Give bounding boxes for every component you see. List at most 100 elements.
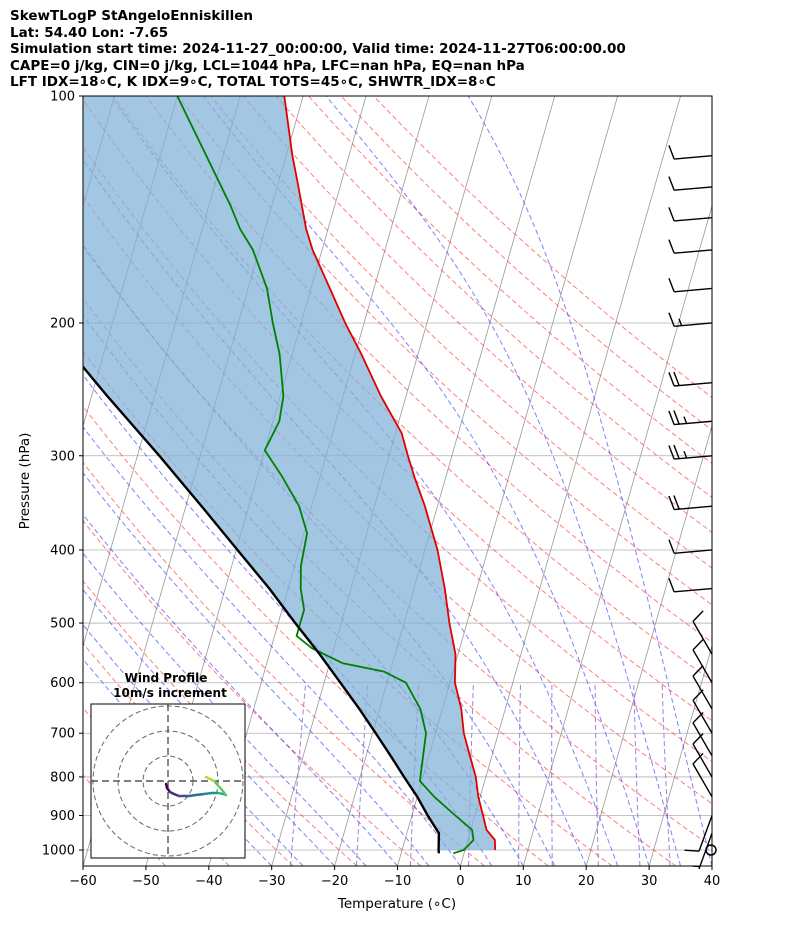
y-tick-label: 300 [50, 449, 75, 464]
barb-flag [673, 410, 680, 425]
dry-adiabat-line [83, 520, 422, 866]
dry-adiabat-line [83, 580, 358, 866]
barb-flag [673, 495, 680, 510]
wind-barb [684, 815, 713, 852]
wind-barb [668, 207, 713, 222]
hodograph-subtitle: 10m/s increment [113, 686, 227, 700]
x-tick-label: 10 [515, 874, 532, 889]
mixing-ratio-line [551, 682, 553, 866]
wind-barb [668, 495, 713, 511]
title-station: SkewTLogP StAngeloEnniskillen [10, 8, 253, 24]
barb-staff [692, 722, 713, 757]
barb-flag [684, 849, 700, 852]
x-tick-label: −30 [258, 874, 285, 889]
wind-barb [692, 610, 713, 655]
moist-adiabat-line [325, 96, 681, 866]
barb-staff [692, 649, 713, 684]
mixing-ratio-line [355, 682, 369, 866]
hodograph-inset: Wind Profile 10m/s increment [90, 671, 246, 859]
wind-barb [668, 444, 713, 460]
wind-barb [668, 239, 713, 254]
wind-barb [668, 539, 713, 554]
barb-staff [692, 675, 713, 710]
barb-staff [692, 620, 713, 655]
barb-staff [674, 186, 713, 191]
wind-barb [668, 312, 713, 327]
x-tick-label: −60 [69, 874, 96, 889]
barb-flag [668, 410, 675, 425]
barb-staff [692, 699, 713, 734]
moist-adiabat-line [83, 623, 304, 866]
isotherm-line [648, 644, 712, 866]
y-axis-label: Pressure (hPa) [17, 433, 33, 530]
wind-barbs [668, 145, 717, 870]
y-tick-label: 1000 [42, 844, 75, 859]
dry-adiabat-line [242, 96, 712, 533]
y-tick-label: 200 [50, 316, 75, 331]
barb-staff [698, 832, 713, 870]
moist-adiabat-line [83, 472, 430, 866]
barb-staff [674, 549, 713, 554]
moist-adiabat-line [467, 96, 712, 866]
barb-flag [668, 239, 675, 254]
wind-barb [668, 410, 713, 426]
y-tick-label: 700 [50, 727, 75, 742]
temperature-line [283, 96, 497, 851]
barb-half-flag [683, 450, 688, 459]
wind-barb [668, 277, 713, 293]
barb-staff [674, 322, 713, 327]
barb-staff [698, 815, 713, 852]
y-tick-label: 100 [50, 90, 75, 105]
barb-flag [673, 371, 680, 386]
x-tick-label: 20 [578, 874, 595, 889]
x-tick-label: 0 [456, 874, 464, 889]
mixing-ratio-line [594, 682, 599, 866]
moist-adiabat-line [83, 552, 367, 866]
mixing-ratio-line [661, 682, 671, 866]
chart-title-block: SkewTLogP StAngeloEnniskillen Lat: 54.40… [10, 8, 626, 91]
mixing-ratio-line [290, 682, 307, 866]
barb-staff [674, 587, 713, 593]
dry-adiabat-line [340, 96, 712, 431]
hodograph-trace-segment [212, 779, 224, 792]
isotherm-line [522, 204, 712, 866]
wind-barb [668, 371, 713, 387]
cape-cin-area [83, 96, 496, 850]
barb-flag [692, 610, 704, 622]
barb-flag [668, 207, 675, 222]
title-location: Lat: 54.40 Lon: -7.65 [10, 24, 169, 41]
barb-flag [668, 445, 675, 460]
y-tick-label: 600 [50, 676, 75, 691]
barb-staff [674, 455, 713, 460]
barb-flag [668, 495, 675, 510]
title-indices-2: LFT IDX=18∘C, K IDX=9∘C, TOTAL TOTS=45∘C… [10, 74, 496, 91]
dry-adiabat-line [83, 642, 294, 866]
barb-flag [692, 638, 704, 651]
hodograph-plot [91, 704, 245, 858]
moist-adiabat-line [83, 588, 335, 866]
title-times: Simulation start time: 2024-11-27_00:00:… [10, 41, 626, 58]
mixing-ratio-line [518, 682, 521, 866]
barb-flag [692, 752, 704, 765]
mixing-ratio-line [633, 682, 641, 866]
barb-flag [673, 444, 680, 459]
barb-flag [668, 176, 675, 191]
barb-staff [674, 287, 713, 293]
wind-barb [692, 752, 713, 798]
wind-barb [692, 638, 713, 684]
x-axis-label: Temperature (∘C) [337, 896, 456, 912]
barb-flag [692, 665, 704, 677]
x-tick-label: −50 [132, 874, 159, 889]
moist-adiabat-line [83, 513, 398, 866]
plot-grid [83, 96, 712, 866]
x-tick-label: 30 [641, 874, 658, 889]
barb-flag [668, 277, 675, 293]
hodograph-trace-segment [204, 775, 216, 783]
hodograph-title: Wind Profile [125, 671, 208, 685]
barb-half-flag [683, 416, 688, 424]
isotherm-line [460, 96, 681, 866]
x-tick-label: 40 [704, 874, 721, 889]
y-tick-label: 800 [50, 770, 75, 785]
barb-staff [692, 763, 713, 798]
